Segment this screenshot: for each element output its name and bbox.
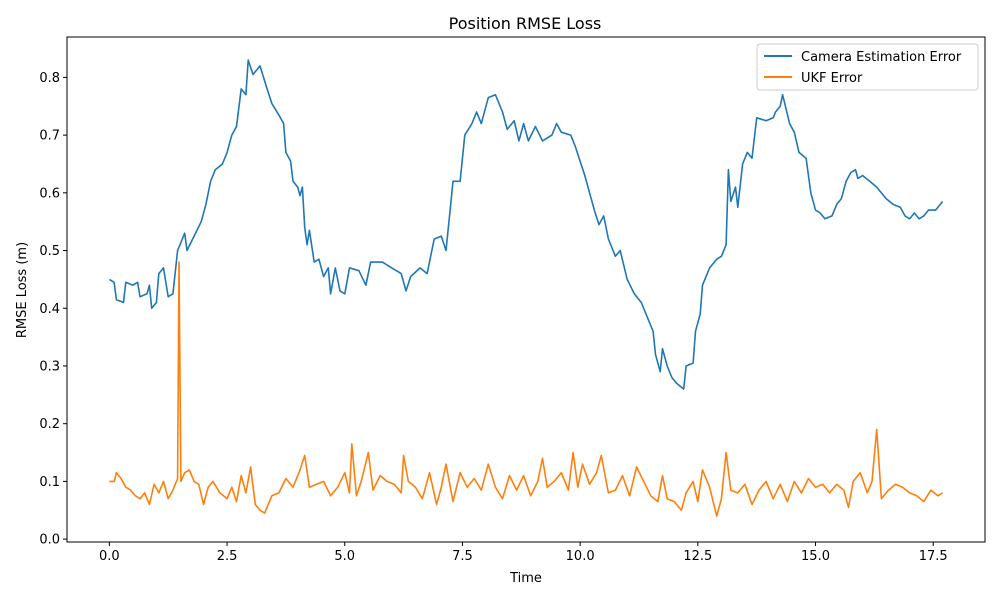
legend: Camera Estimation Error UKF Error bbox=[756, 43, 979, 91]
y-tick-label: 0.7 bbox=[39, 129, 60, 144]
x-axis: 0.0 2.5 5.0 7.5 10.0 12.5 15.0 17.5 bbox=[99, 542, 948, 564]
plot-frame bbox=[66, 36, 986, 543]
series-line-ukf-error bbox=[109, 261, 944, 517]
x-tick-label: 0.0 bbox=[99, 549, 120, 564]
y-tick-label: 0.1 bbox=[39, 475, 60, 490]
y-tick-label: 0.0 bbox=[39, 533, 60, 548]
series-line-camera-estimation-error bbox=[108, 59, 944, 390]
y-tick-label: 0.4 bbox=[39, 302, 60, 317]
y-tick-label: 0.5 bbox=[39, 244, 60, 259]
x-tick-label: 10.0 bbox=[566, 549, 595, 564]
legend-label-camera: Camera Estimation Error bbox=[801, 50, 962, 65]
plot-series-group bbox=[108, 59, 944, 517]
y-axis: 0.0 0.1 0.2 0.3 0.4 0.5 0.6 0.7 0.8 bbox=[39, 71, 67, 548]
legend-box bbox=[756, 43, 979, 91]
y-tick-label: 0.3 bbox=[39, 359, 60, 374]
x-tick-label: 12.5 bbox=[683, 549, 712, 564]
y-axis-label: RMSE Loss (m) bbox=[15, 242, 30, 338]
x-tick-label: 15.0 bbox=[801, 549, 830, 564]
x-tick-label: 7.5 bbox=[452, 549, 473, 564]
y-tick-label: 0.2 bbox=[39, 417, 60, 432]
x-tick-label: 17.5 bbox=[919, 549, 948, 564]
y-tick-label: 0.8 bbox=[39, 71, 60, 86]
x-tick-label: 5.0 bbox=[334, 549, 355, 564]
legend-label-ukf: UKF Error bbox=[801, 71, 863, 86]
x-axis-label: Time bbox=[509, 571, 542, 586]
chart-title: Position RMSE Loss bbox=[449, 14, 602, 33]
y-tick-label: 0.6 bbox=[39, 186, 60, 201]
x-tick-label: 2.5 bbox=[217, 549, 238, 564]
